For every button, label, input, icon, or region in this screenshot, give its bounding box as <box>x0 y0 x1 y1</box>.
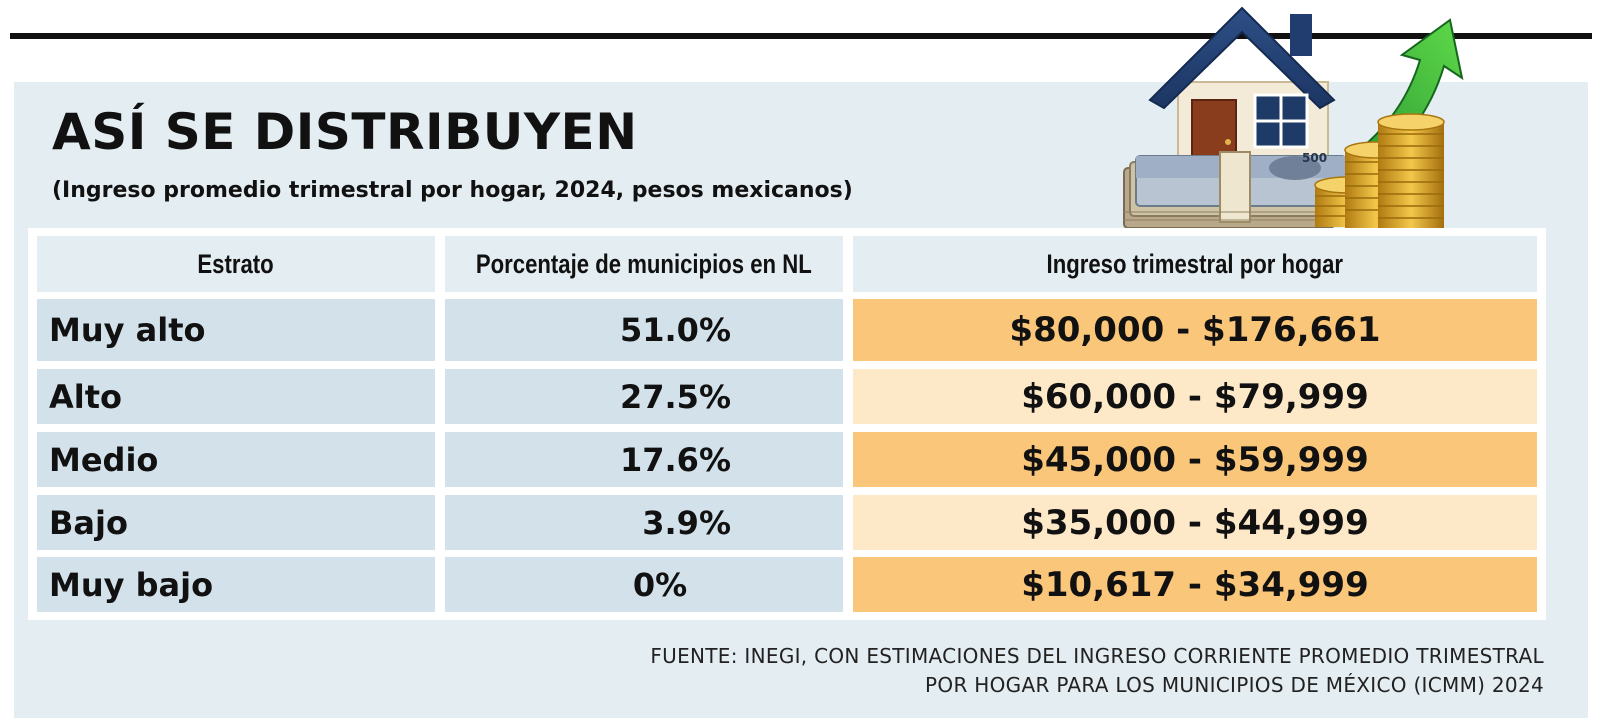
table-row-ingreso: $10,617 - $34,999 <box>853 557 1537 612</box>
banknotes-icon: 500 <box>1123 151 1347 229</box>
illustration: 500 <box>1123 6 1464 229</box>
coin-stacks-icon <box>1314 113 1445 228</box>
source-line-2: POR HOGAR PARA LOS MUNICIPIOS DE MÉXICO … <box>925 673 1544 697</box>
chart-title: ASÍ SE DISTRIBUYEN <box>52 103 638 161</box>
table-row-porcentaje: 51.0% <box>445 299 843 361</box>
source-note: FUENTE: INEGI, CON ESTIMACIONES DEL INGR… <box>344 642 1544 700</box>
table-row-ingreso: $80,000 - $176,661 <box>853 299 1537 361</box>
table-row-estrato: Alto <box>37 369 435 424</box>
svg-text:500: 500 <box>1302 151 1327 165</box>
table-row-porcentaje: 17.6% <box>445 432 843 487</box>
table-row-ingreso: $60,000 - $79,999 <box>853 369 1537 424</box>
column-header-porcentaje: Porcentaje de municipios en NL <box>445 236 843 292</box>
table-row-estrato: Medio <box>37 432 435 487</box>
column-header-estrato: Estrato <box>37 236 435 292</box>
table-row-estrato: Muy alto <box>37 299 435 361</box>
column-header-ingreso: Ingreso trimestral por hogar <box>853 236 1537 292</box>
chart-subtitle: (Ingreso promedio trimestral por hogar, … <box>52 178 853 203</box>
table-row-ingreso: $35,000 - $44,999 <box>853 495 1537 550</box>
table-row-porcentaje: 27.5% <box>445 369 843 424</box>
table-row-estrato: Bajo <box>37 495 435 550</box>
table-row-porcentaje: 0% <box>445 557 843 612</box>
table-row-estrato: Muy bajo <box>37 557 435 612</box>
source-line-1: FUENTE: INEGI, CON ESTIMACIONES DEL INGR… <box>650 644 1544 668</box>
top-rule <box>10 33 1592 39</box>
table-row-ingreso: $45,000 - $59,999 <box>853 432 1537 487</box>
data-table <box>28 228 1546 620</box>
table-row-porcentaje: 3.9% <box>445 495 843 550</box>
